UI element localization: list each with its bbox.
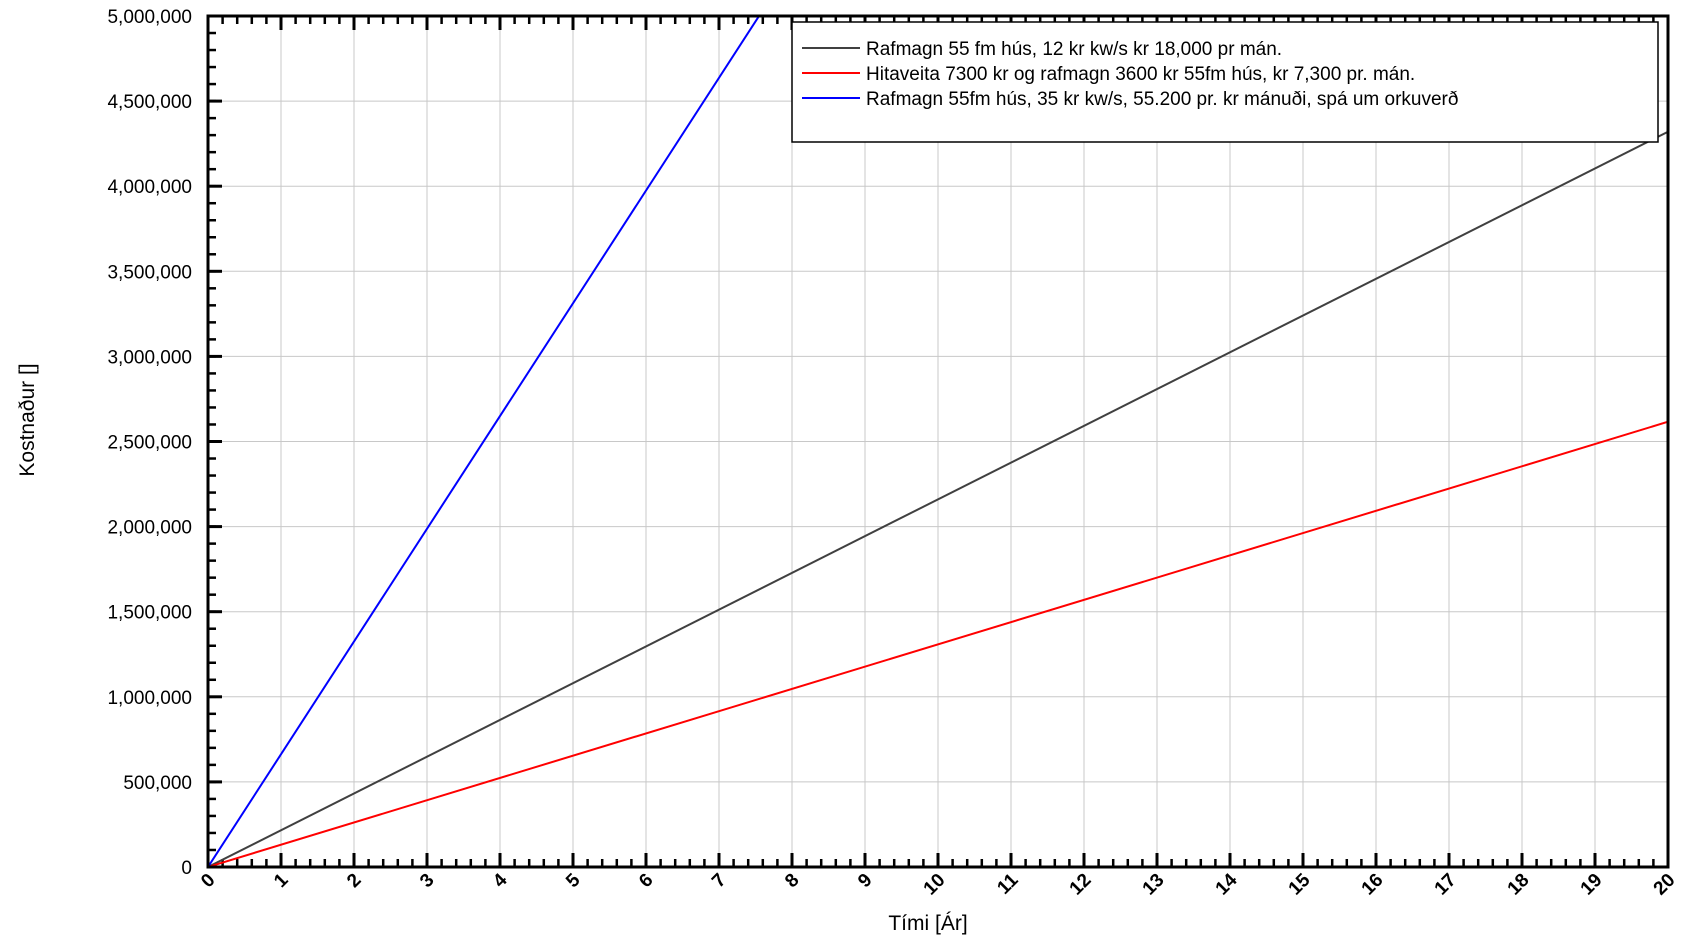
series-line-3 <box>208 16 761 867</box>
y-tick-label: 5,000,000 <box>107 7 192 28</box>
x-tick-label: 13 <box>1139 870 1169 900</box>
legend: Rafmagn 55 fm hús, 12 kr kw/s kr 18,000 … <box>791 21 1659 143</box>
x-tick-label: 20 <box>1650 870 1680 900</box>
x-tick-label: 9 <box>854 870 876 892</box>
legend-label-2: Hitaveita 7300 kr og rafmagn 3600 kr 55f… <box>866 64 1415 85</box>
x-tick-label: 5 <box>562 869 585 892</box>
series-line-2 <box>208 420 1668 867</box>
legend-label-3: Rafmagn 55fm hús, 35 kr kw/s, 55.200 pr.… <box>866 89 1458 110</box>
x-axis-title: Tími [Ár] <box>888 912 967 935</box>
x-tick-labels: 0 1 2 3 4 5 6 7 8 9 10 11 12 13 14 15 16 17 18 19 20 <box>197 869 1679 899</box>
grid-lines <box>208 16 1668 867</box>
plot-frame <box>206 14 1670 869</box>
x-tick-label: 6 <box>635 870 657 892</box>
x-tick-label: 2 <box>343 870 365 892</box>
y-tick-label: 4,000,000 <box>107 177 192 198</box>
y-tick-label: 3,500,000 <box>107 262 192 283</box>
series-line-1 <box>208 130 1668 867</box>
x-tick-label: 1 <box>270 869 293 892</box>
x-tick-label: 4 <box>489 869 512 892</box>
legend-label-1: Rafmagn 55 fm hús, 12 kr kw/s kr 18,000 … <box>866 39 1282 60</box>
x-tick-label: 12 <box>1066 870 1096 900</box>
y-tick-label: 1,000,000 <box>107 688 192 709</box>
x-tick-label: 10 <box>920 870 950 900</box>
y-tick-label: 2,500,000 <box>107 433 192 454</box>
y-tick-label: 2,000,000 <box>107 518 192 539</box>
x-tick-label: 17 <box>1431 870 1461 900</box>
y-tick-label: 500,000 <box>123 773 192 794</box>
y-tick-label: 0 <box>181 858 192 879</box>
legend-box <box>791 21 1659 143</box>
x-tick-label: 14 <box>1212 869 1242 899</box>
y-axis-title: Kostnaður [] <box>16 363 39 476</box>
series-group <box>208 16 1668 867</box>
x-tick-label: 19 <box>1577 870 1607 900</box>
y-tick-label: 1,500,000 <box>107 603 192 624</box>
y-tick-labels: 0 500,000 1,000,000 1,500,000 2,000,000 2,500… <box>107 7 192 879</box>
x-tick-label: 3 <box>416 870 438 892</box>
y-tick-label: 4,500,000 <box>107 92 192 113</box>
x-tick-label: 11 <box>993 869 1022 898</box>
x-tick-label: 15 <box>1285 869 1315 899</box>
x-tick-label: 18 <box>1504 870 1534 900</box>
x-tick-label: 7 <box>708 870 730 892</box>
x-tick-label: 0 <box>197 870 219 892</box>
x-tick-label: 16 <box>1358 870 1388 900</box>
y-tick-label: 3,000,000 <box>107 347 192 368</box>
x-tick-label: 8 <box>781 870 803 892</box>
